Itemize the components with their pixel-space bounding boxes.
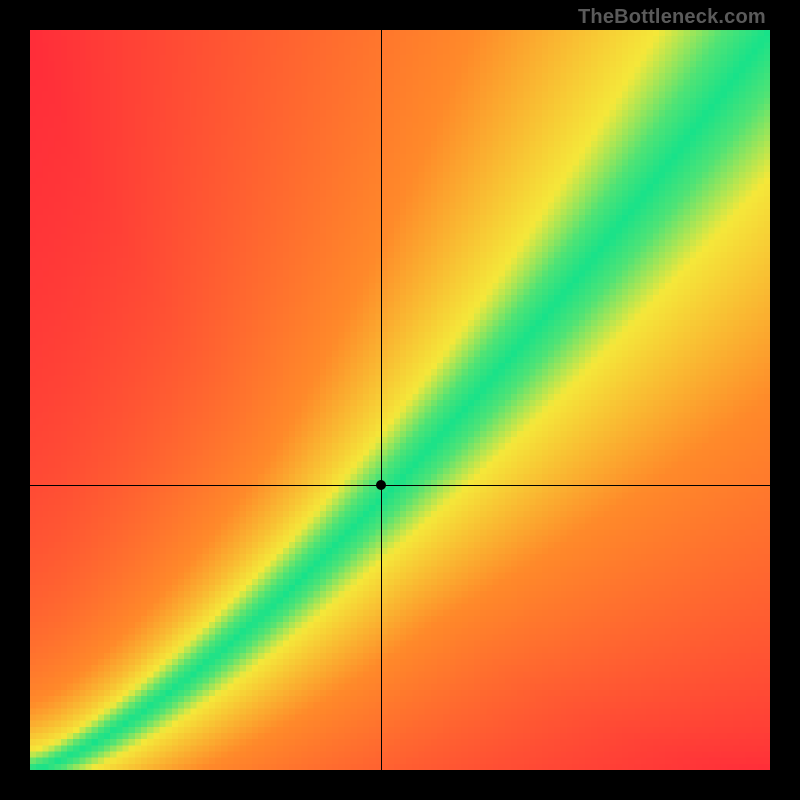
heatmap-plot xyxy=(30,30,770,770)
heatmap-canvas xyxy=(30,30,770,770)
watermark-text: TheBottleneck.com xyxy=(578,6,766,29)
